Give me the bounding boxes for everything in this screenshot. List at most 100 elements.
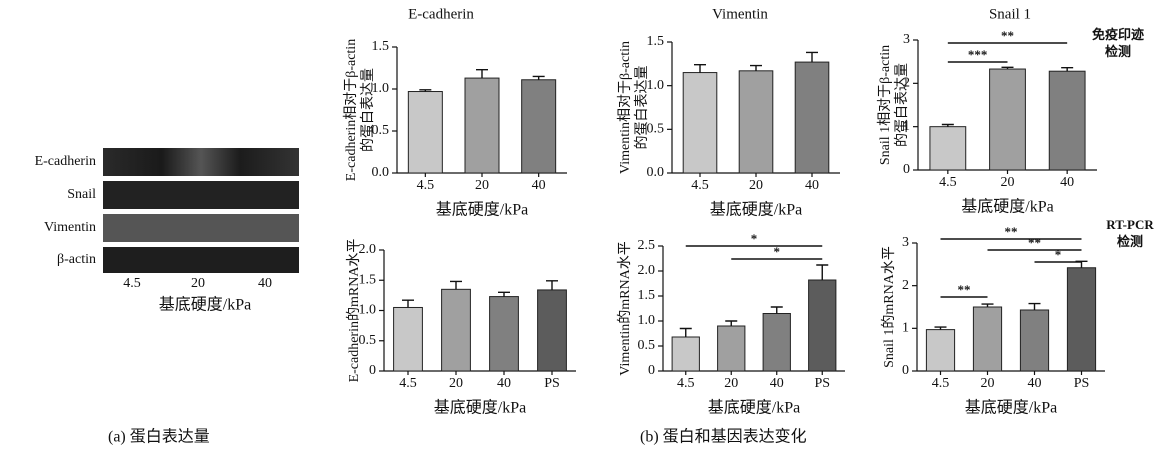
blot-x-label: 基底硬度/kPa (159, 296, 251, 314)
error-bar (806, 51, 818, 63)
bar (925, 329, 956, 372)
significance-label: ** (1028, 235, 1041, 250)
x-tick-label: 4.5 (691, 178, 709, 193)
bar (929, 126, 967, 171)
y-tick-label: 2 (903, 76, 910, 91)
blot-band (103, 148, 299, 176)
x-tick-label: 40 (805, 178, 819, 193)
blot-category: 4.5 (123, 276, 141, 291)
significance-label: * (751, 231, 758, 246)
y-tick-label: 0.5 (638, 338, 656, 353)
y-tick-label: 1.5 (372, 39, 390, 54)
y-tick-label: 0.0 (647, 165, 665, 180)
x-tick-label: 4.5 (677, 376, 695, 391)
significance-label: ** (1005, 224, 1018, 239)
bar (671, 336, 700, 372)
error-bar (450, 280, 462, 290)
x-tick-label: PS (814, 376, 830, 391)
x-axis-label: 基底硬度/kPa (710, 201, 802, 219)
bar (393, 306, 423, 372)
y-tick-label: 0 (903, 162, 910, 177)
error-bar (816, 264, 829, 280)
error-bar (546, 280, 558, 290)
y-tick-label: 3 (903, 32, 910, 47)
error-bar (1028, 302, 1041, 310)
x-tick-label: PS (544, 376, 560, 391)
x-tick-label: 20 (449, 376, 463, 391)
x-axis-label: 基底硬度/kPa (436, 201, 528, 219)
caption: (b) 蛋白和基因表达变化 (640, 428, 807, 446)
y-tick-label: 1 (902, 321, 909, 336)
error-bar (750, 64, 762, 71)
x-tick-label: 40 (1060, 175, 1074, 190)
error-bar (981, 303, 994, 307)
bar (794, 61, 830, 174)
y-tick-label: 1 (903, 119, 910, 134)
bar (1048, 70, 1086, 171)
y-axis-label: 的蛋白表达量 (634, 66, 650, 150)
bar (407, 91, 443, 174)
y-tick-label: 0.5 (372, 123, 390, 138)
x-tick-label: 40 (1028, 376, 1042, 391)
x-axis-label: 基底硬度/kPa (434, 399, 526, 417)
y-tick-label: 1.5 (647, 34, 665, 49)
y-axis-label: 的蛋白表达量 (360, 68, 376, 152)
y-tick-label: 0.5 (359, 333, 377, 348)
error-bar (402, 299, 414, 308)
x-tick-label: PS (1074, 376, 1090, 391)
x-tick-label: 20 (749, 178, 763, 193)
y-axis-label: Vimentin的mRNA水平 (617, 241, 633, 376)
blot-band (103, 247, 299, 273)
y-axis-label: 的蛋白表达量 (894, 63, 910, 147)
error-bar (725, 320, 738, 326)
y-tick-label: 0.5 (647, 122, 665, 137)
y-axis-label: Snail 1相对于β-actin (877, 45, 893, 165)
error-bar (532, 75, 545, 80)
y-tick-label: 1.0 (647, 78, 665, 93)
blot-band (103, 214, 299, 242)
significance-label: ** (1001, 28, 1014, 43)
y-tick-label: 2.5 (638, 238, 656, 253)
chart-title: Vimentin (712, 6, 768, 22)
bar (762, 313, 791, 372)
blot-row-label: Snail (67, 187, 96, 202)
x-tick-label: 20 (1001, 175, 1015, 190)
blot-row-label: E-cadherin (35, 154, 96, 169)
x-tick-label: 4.5 (417, 178, 435, 193)
error-bar (498, 291, 510, 297)
caption: (a) 蛋白表达量 (108, 428, 210, 446)
x-axis-label: 基底硬度/kPa (708, 399, 800, 417)
y-axis-label: Snail 1的mRNA水平 (881, 246, 897, 368)
x-tick-label: 40 (532, 178, 546, 193)
bar (489, 296, 519, 372)
y-tick-label: 1.5 (359, 272, 377, 287)
bar (464, 77, 500, 174)
bar (1019, 309, 1050, 372)
error-bar (941, 123, 954, 127)
bar (441, 288, 471, 372)
y-tick-label: 0 (902, 363, 909, 378)
bar (537, 289, 567, 372)
x-tick-label: 4.5 (399, 376, 417, 391)
x-tick-label: 40 (770, 376, 784, 391)
chart-title: Snail 1 (989, 6, 1031, 22)
x-tick-label: 4.5 (932, 376, 950, 391)
x-axis-label: 基底硬度/kPa (965, 399, 1057, 417)
error-bar (1001, 66, 1014, 70)
x-tick-label: 4.5 (939, 175, 957, 190)
blot-row-label: Vimentin (44, 220, 96, 235)
blot-category: 40 (258, 276, 272, 291)
annotation: 检测 (1117, 234, 1143, 249)
significance-label: ** (958, 282, 971, 297)
error-bar (770, 306, 783, 314)
y-tick-label: 1.0 (372, 81, 390, 96)
y-axis-label: E-cadherin相对于β-actin (343, 39, 359, 181)
y-tick-label: 2 (902, 278, 909, 293)
bar (521, 79, 557, 174)
bar (717, 325, 746, 372)
x-axis-label: 基底硬度/kPa (961, 198, 1053, 216)
bar (808, 279, 837, 372)
y-axis-label: Vimentin相对于β-actin (617, 41, 633, 174)
y-tick-label: 0 (648, 363, 655, 378)
